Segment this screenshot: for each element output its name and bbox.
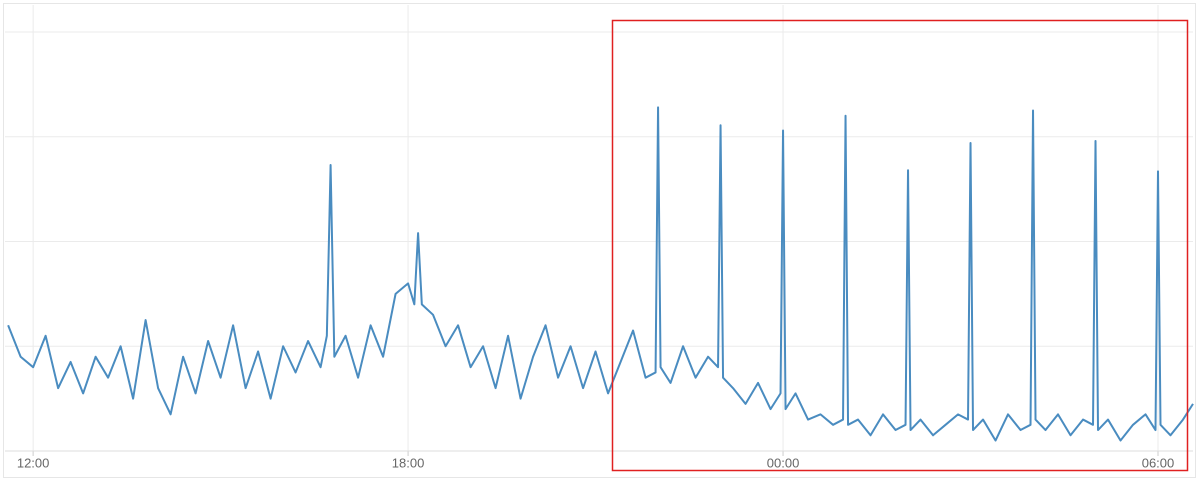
x-tick-label: 06:00 — [1142, 455, 1175, 470]
x-tick-label: 12:00 — [17, 455, 50, 470]
x-tick-label: 18:00 — [392, 455, 425, 470]
x-tick-label: 00:00 — [767, 455, 800, 470]
series-line — [7, 106, 1194, 442]
chart-frame — [3, 3, 1196, 478]
highlight-box — [611, 19, 1189, 472]
